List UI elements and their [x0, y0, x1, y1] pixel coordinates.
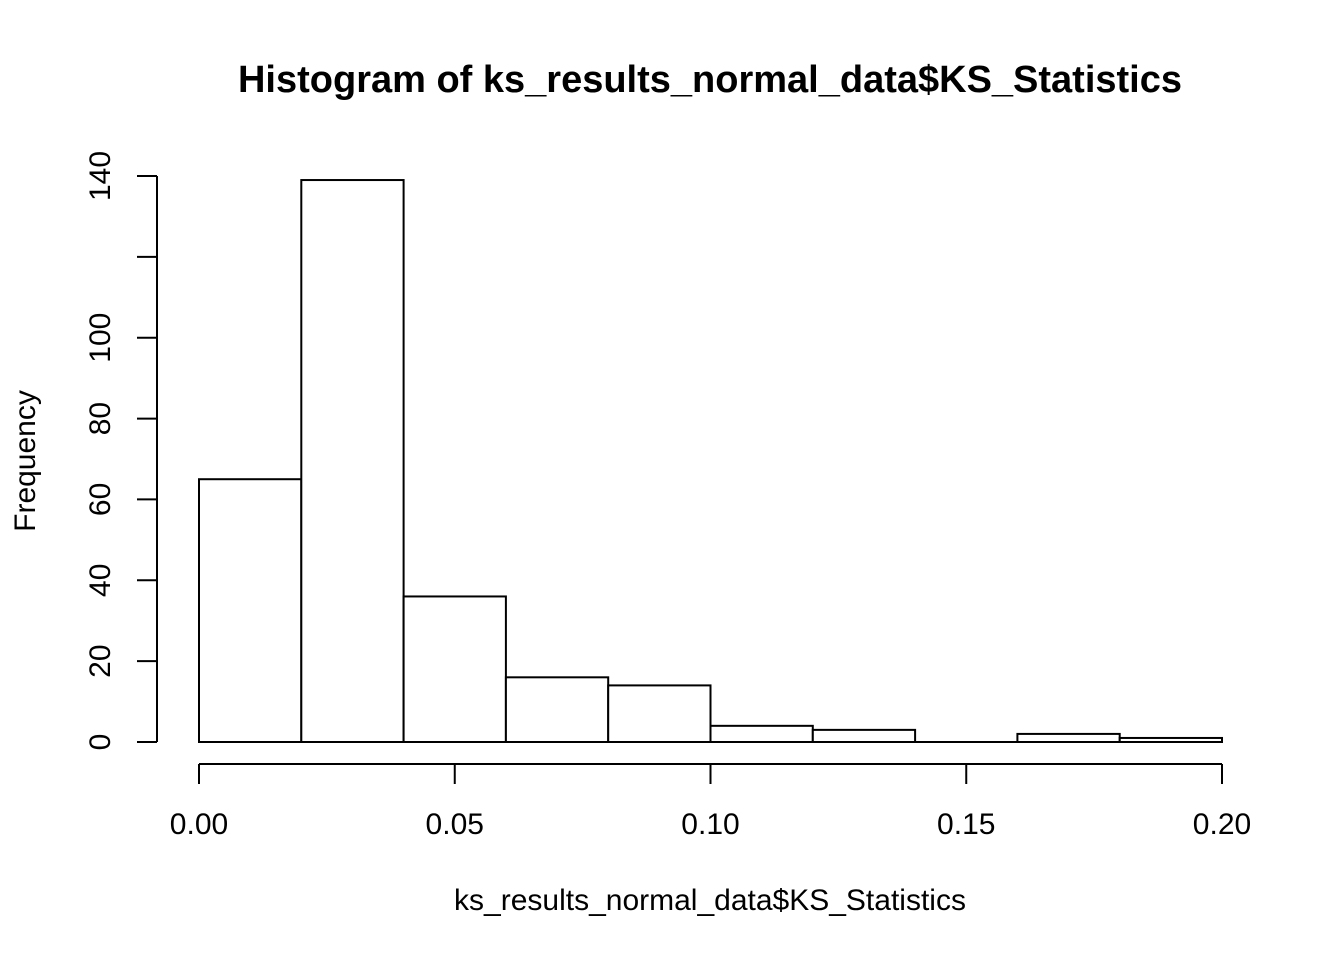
histogram-bar — [198, 478, 303, 743]
x-tick-label: 0.05 — [426, 808, 484, 841]
y-axis: 0 20 40 60 80 100 140 — [84, 151, 158, 751]
bars-layer — [198, 179, 1223, 744]
histogram-bar — [402, 595, 507, 744]
y-tick-label: 140 — [84, 151, 117, 201]
x-axis: 0.00 0.05 0.10 0.15 0.20 — [170, 763, 1251, 841]
y-tick-label: 40 — [84, 564, 117, 597]
x-tick-label: 0.10 — [681, 808, 739, 841]
y-tick-label: 100 — [84, 313, 117, 363]
x-axis-title: ks_results_normal_data$KS_Statistics — [454, 884, 966, 917]
x-tick-label: 0.00 — [170, 808, 228, 841]
histogram-bar — [504, 676, 610, 743]
histogram-bar — [1016, 732, 1121, 744]
y-tick-label: 60 — [84, 483, 117, 516]
y-tick-label: 20 — [84, 644, 117, 677]
histogram-bar — [811, 728, 917, 743]
histogram-bar — [1118, 736, 1223, 744]
y-tick-label: 80 — [84, 402, 117, 435]
histogram-bar — [607, 684, 712, 744]
x-tick-label: 0.20 — [1193, 808, 1251, 841]
x-tick-label: 0.15 — [937, 808, 995, 841]
histogram-bar — [300, 179, 405, 744]
y-tick-label: 0 — [84, 734, 117, 751]
chart-title: Histogram of ks_results_normal_data$KS_S… — [238, 59, 1182, 101]
y-axis-title: Frequency — [9, 390, 42, 532]
histogram-bar — [709, 724, 814, 743]
